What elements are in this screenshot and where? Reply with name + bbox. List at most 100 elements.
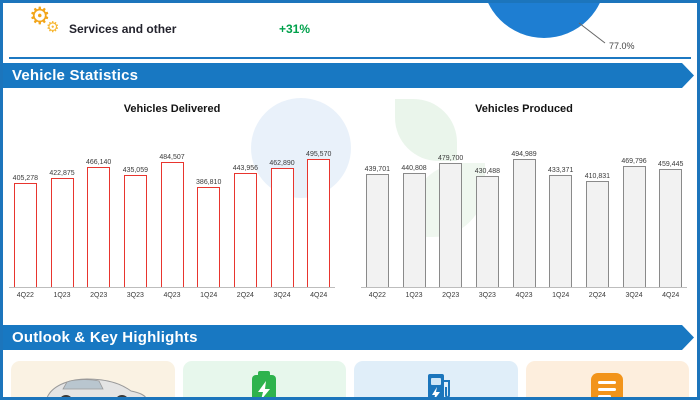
chart-vehicles-produced: Vehicles Produced 439,701 4Q22 440,808 1Q23… [359,103,689,301]
bar [160,162,184,288]
bar-value-label: 386,810 [196,179,222,186]
bar-value-label: 422,875 [49,170,75,177]
card-battery [182,361,346,397]
category-label: 3Q24 [273,292,291,299]
bar [123,175,147,288]
bars-area: 439,701 4Q22 440,808 1Q23 479,700 2Q23 430,488… [359,151,689,301]
services-label: Services and other [69,22,177,36]
bar-column: 484,507 4Q23 [154,154,191,301]
x-axis-line [361,287,687,288]
bar-column: 495,570 4Q24 [300,151,337,301]
ev-charger-icon [427,374,450,397]
chart-title: Vehicles Produced [475,103,573,115]
bar-column: 410,831 2Q24 [579,173,616,301]
bar-column: 439,701 4Q22 [359,166,396,301]
services-change-value: +31% [279,22,311,36]
bar-column: 435,059 3Q23 [117,167,154,301]
category-label: 2Q23 [90,292,108,299]
card-ev-charger [354,361,518,397]
category-label: 2Q23 [442,292,460,299]
section-divider [9,57,691,59]
bar [50,178,74,288]
services-row: ⚙ ⚙ Services and other +31% 77.0% [3,3,697,57]
category-label: 2Q24 [236,292,254,299]
bar-column: 405,278 4Q22 [7,175,44,301]
category-label: 1Q24 [552,292,570,299]
chart-title: Vehicles Delivered [123,103,221,115]
category-label: 4Q24 [310,292,328,299]
category-label: 3Q24 [625,292,643,299]
bar-column: 466,140 2Q23 [80,159,117,301]
bar-column: 494,989 4Q23 [506,151,543,301]
bar-column: 469,796 3Q24 [616,158,653,301]
battery-icon [252,371,277,397]
bar [622,166,646,288]
bar [365,174,389,288]
card-highlights-list [525,361,689,397]
bar-value-label: 484,507 [159,154,185,161]
bar-value-label: 430,488 [474,168,500,175]
category-label: 1Q24 [200,292,218,299]
checklist-icon [591,373,624,397]
bar [307,159,331,288]
category-label: 3Q23 [126,292,144,299]
category-label: 4Q22 [16,292,34,299]
bar-value-label: 435,059 [122,167,148,174]
bar [475,176,499,288]
bar [439,163,463,288]
bar-value-label: 405,278 [12,175,38,182]
bar [585,181,609,288]
category-label: 3Q23 [478,292,496,299]
bar-value-label: 495,570 [306,151,332,158]
bar-value-label: 440,808 [401,165,427,172]
chart-vehicles-delivered: Vehicles Delivered 405,278 4Q22 422,875 1Q2… [7,103,337,301]
bar [512,159,536,288]
bar [549,175,573,288]
bar-value-label: 433,371 [548,167,574,174]
bar [87,167,111,288]
category-label: 4Q23 [515,292,533,299]
category-label: 1Q23 [405,292,423,299]
bar-column: 459,445 4Q24 [652,161,689,301]
bar-value-label: 443,956 [232,165,259,172]
bar-value-label: 459,445 [658,161,684,168]
bar-value-label: 479,700 [438,155,464,162]
bar [233,173,257,288]
bar-column: 422,875 1Q23 [44,170,81,301]
bar-value-label: 469,796 [621,158,647,165]
bar [197,187,221,288]
bar [402,173,426,288]
bar-value-label: 439,701 [364,166,390,173]
pie-slice-label: 77.0% [609,41,635,51]
section-banner-outlook: Outlook & Key Highlights [3,325,694,350]
category-label: 1Q23 [53,292,71,299]
bar-column: 462,890 3Q24 [264,160,301,301]
bar-column: 443,956 2Q24 [227,165,264,301]
card-vehicle [11,361,175,397]
bar [270,168,294,288]
section-title: Outlook & Key Highlights [12,329,198,346]
category-label: 2Q24 [588,292,606,299]
highlight-cards [11,361,689,397]
car-icon [46,378,146,397]
bar [659,169,683,288]
pie-chart: 77.0% [488,3,635,51]
bar-column: 433,371 1Q24 [542,167,579,301]
bar-column: 386,810 1Q24 [190,179,227,301]
bar-column: 440,808 1Q23 [396,165,433,301]
bar [13,183,37,288]
bar-value-label: 410,831 [584,173,611,180]
bar-value-label: 466,140 [86,159,112,166]
bar-column: 430,488 3Q23 [469,168,506,301]
section-banner-vehicle-statistics: Vehicle Statistics [3,63,694,88]
bars-area: 405,278 4Q22 422,875 1Q23 466,140 2Q23 435,059… [7,151,337,301]
bar-column: 479,700 2Q23 [432,155,469,301]
category-label: 4Q22 [368,292,386,299]
bar-value-label: 494,989 [511,151,537,158]
x-axis-line [9,287,335,288]
watermark-circle [251,98,351,198]
gear-icon: ⚙ ⚙ [29,3,60,37]
category-label: 4Q24 [662,292,680,299]
category-label: 4Q23 [163,292,181,299]
